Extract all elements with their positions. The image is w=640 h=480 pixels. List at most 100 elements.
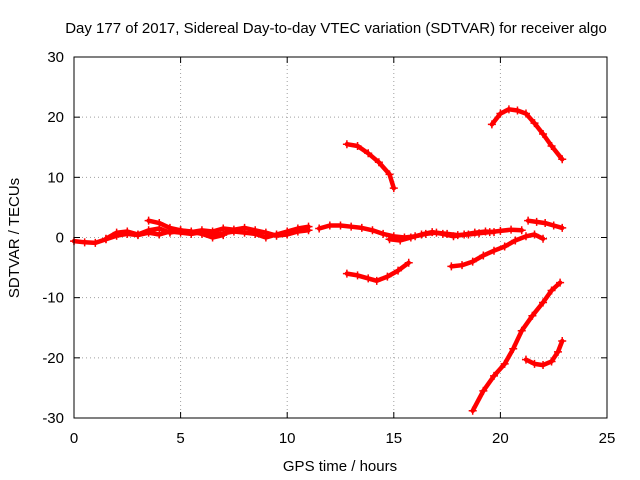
data-point xyxy=(133,230,142,239)
series-prn-k xyxy=(468,278,565,415)
x-tick-label: 25 xyxy=(599,430,616,447)
data-point xyxy=(513,106,522,115)
series-prn-e xyxy=(342,140,398,193)
data-point xyxy=(547,142,556,151)
x-tick-label: 0 xyxy=(70,430,78,447)
data-point xyxy=(240,223,249,232)
data-point xyxy=(364,149,373,158)
data-point xyxy=(468,406,477,415)
data-point xyxy=(383,272,392,281)
data-point xyxy=(468,257,477,266)
data-point xyxy=(504,105,513,114)
data-point xyxy=(404,258,413,267)
data-point xyxy=(176,226,185,235)
y-tick-label: 20 xyxy=(47,109,64,126)
data-point xyxy=(539,234,548,243)
data-point xyxy=(449,232,458,241)
data-point xyxy=(479,386,488,395)
series-prn-c xyxy=(144,216,228,242)
series-prn-g xyxy=(385,227,499,245)
data-point xyxy=(490,228,499,237)
data-point xyxy=(470,228,479,237)
data-point xyxy=(187,227,196,236)
axis-ticks: 0 5 10 15 20 25 -30 -20 -10 0 10 20 30 xyxy=(42,49,615,447)
data-series xyxy=(70,105,567,415)
data-point xyxy=(558,155,567,164)
data-point xyxy=(417,230,426,239)
data-point xyxy=(219,231,228,240)
data-point xyxy=(379,229,388,238)
series-prn-h xyxy=(447,230,548,271)
x-tick-label: 10 xyxy=(279,430,296,447)
data-point xyxy=(521,232,530,241)
data-point xyxy=(283,230,292,239)
data-point xyxy=(438,229,447,238)
data-point xyxy=(458,261,467,270)
data-point xyxy=(353,142,362,151)
x-axis-label: GPS time / hours xyxy=(283,458,397,475)
y-tick-label: 10 xyxy=(47,169,64,186)
y-tick-label: -20 xyxy=(42,350,64,367)
data-point xyxy=(460,230,469,239)
data-point xyxy=(357,223,366,232)
x-tick-label: 15 xyxy=(385,430,402,447)
data-point xyxy=(553,347,562,356)
data-point xyxy=(197,229,206,238)
data-point xyxy=(155,219,164,228)
chart-title: Day 177 of 2017, Sidereal Day-to-day VTE… xyxy=(65,20,607,37)
data-point xyxy=(487,120,496,129)
series-line xyxy=(449,232,546,269)
data-point xyxy=(517,226,526,235)
series-line xyxy=(523,338,565,368)
data-point xyxy=(80,238,89,247)
data-point xyxy=(315,224,324,233)
data-point xyxy=(447,262,456,271)
data-point xyxy=(394,266,403,275)
data-point xyxy=(304,226,313,235)
data-point xyxy=(500,359,509,368)
data-point xyxy=(521,109,530,118)
data-point xyxy=(336,221,345,230)
data-point xyxy=(91,238,100,247)
data-point xyxy=(479,251,488,260)
y-tick-label: 0 xyxy=(56,230,64,247)
data-point xyxy=(547,286,556,295)
y-tick-label: 30 xyxy=(47,49,64,66)
data-point xyxy=(368,226,377,235)
data-point xyxy=(428,228,437,237)
data-point xyxy=(547,357,556,366)
data-point xyxy=(229,225,238,234)
data-point xyxy=(558,336,567,345)
y-tick-label: -30 xyxy=(42,410,64,427)
data-point xyxy=(144,226,153,235)
series-line xyxy=(344,141,397,191)
data-point xyxy=(539,298,548,307)
data-point xyxy=(406,233,415,242)
data-point xyxy=(530,119,539,128)
data-point xyxy=(374,158,383,167)
data-point xyxy=(541,219,550,228)
data-point xyxy=(530,230,539,239)
data-point xyxy=(507,225,516,234)
data-point xyxy=(511,236,520,245)
data-point xyxy=(532,217,541,226)
data-point xyxy=(539,361,548,370)
data-point xyxy=(144,216,153,225)
data-point xyxy=(325,221,334,230)
data-point xyxy=(549,221,558,230)
series-prn-l xyxy=(521,336,567,370)
y-tick-label: -10 xyxy=(42,290,64,307)
data-point xyxy=(396,236,405,245)
data-point xyxy=(123,227,132,236)
data-point xyxy=(496,226,505,235)
data-point xyxy=(530,359,539,368)
series-prn-j xyxy=(524,216,567,232)
data-point xyxy=(539,130,548,139)
x-tick-label: 20 xyxy=(492,430,509,447)
data-point xyxy=(509,344,518,353)
data-point xyxy=(261,228,270,237)
data-point xyxy=(251,226,260,235)
data-point xyxy=(496,109,505,118)
data-point xyxy=(521,355,530,364)
